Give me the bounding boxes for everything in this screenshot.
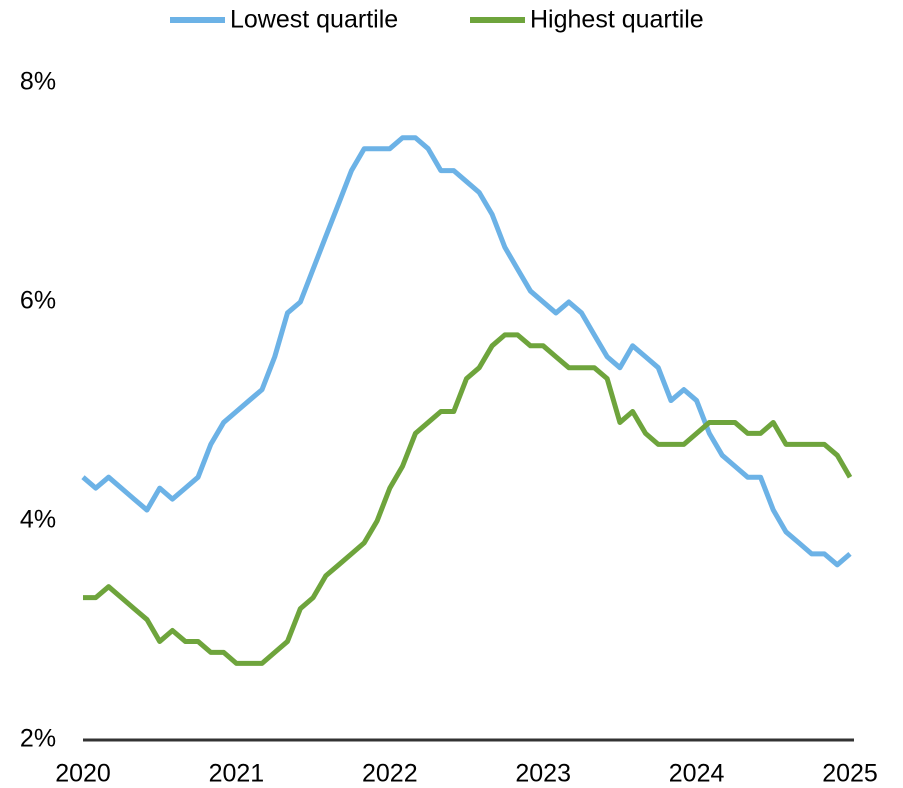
x-tick-label: 2024 [669, 760, 725, 788]
x-tick-label: 2022 [362, 760, 418, 788]
x-tick-label: 2025 [822, 760, 878, 788]
line [83, 332, 853, 666]
y-tick-label: 8% [20, 68, 56, 96]
legend-label: Highest quartile [530, 6, 704, 34]
y-tick-label: 2% [20, 725, 56, 753]
x-tick-label: 2023 [515, 760, 571, 788]
line [81, 135, 852, 568]
y-tick-label: 6% [20, 287, 56, 315]
x-tick-label: 2021 [209, 760, 265, 788]
y-tick-label: 4% [20, 506, 56, 534]
x-tick-label: 2020 [55, 760, 111, 788]
legend-label: Lowest quartile [230, 6, 398, 34]
